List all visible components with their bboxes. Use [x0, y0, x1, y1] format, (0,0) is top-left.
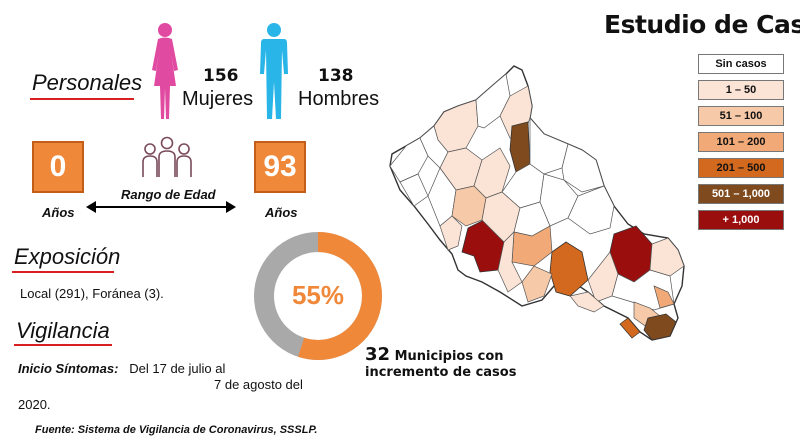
men-count: 138 [318, 66, 354, 86]
source-note: Fuente: Sistema de Vigilancia de Coronav… [35, 424, 318, 436]
sintomas-range-start: Del 17 de julio al [129, 361, 226, 376]
state-municipality-map [389, 65, 685, 341]
vigilancia-underline [14, 344, 112, 346]
donut-percent-label: 55% [291, 280, 345, 310]
map-region [567, 185, 615, 235]
legend-item: 501 – 1,000 [698, 184, 784, 204]
exposicion-heading: Exposición [14, 244, 121, 269]
age-max-unit: Años [265, 205, 298, 220]
women-label: Mujeres [182, 88, 254, 110]
legend-item: 101 – 200 [698, 132, 784, 152]
age-max-box: 93 [254, 141, 306, 193]
map-region [497, 231, 523, 293]
man-figure-icon [260, 23, 288, 119]
legend-item: + 1,000 [698, 210, 784, 230]
double-arrow-icon [86, 201, 236, 213]
map-region [561, 143, 605, 193]
legend-item: 1 – 50 [698, 80, 784, 100]
map-region [439, 215, 463, 251]
exposicion-text: Local (291), Foránea (3). [20, 286, 164, 301]
map-legend: Sin casos 1 – 50 51 – 100 101 – 200 201 – 50… [698, 54, 784, 236]
woman-figure-icon [152, 23, 178, 119]
legend-item: Sin casos [698, 54, 784, 74]
map-region [643, 313, 677, 341]
sintomas-line3: 2020. [18, 397, 51, 412]
age-min-box: 0 [32, 141, 84, 193]
age-min-unit: Años [42, 205, 75, 220]
legend-item: 201 – 500 [698, 158, 784, 178]
donut-arc [254, 232, 382, 360]
vigilancia-heading: Vigilancia [16, 318, 110, 343]
municipios-line1: 32 Municipios con [365, 346, 504, 365]
map-region [521, 265, 553, 303]
personales-heading: Personales [32, 70, 143, 95]
exposicion-underline [12, 271, 114, 273]
sintomas-line1: Inicio Síntomas: Del 17 de julio al [18, 361, 225, 376]
municipios-count: 32 [365, 344, 391, 365]
people-group-icon [142, 136, 192, 177]
municipios-line2: incremento de casos [365, 365, 517, 380]
men-label: Hombres [298, 88, 380, 110]
women-count: 156 [203, 66, 239, 86]
map-region [619, 317, 641, 339]
age-range-label: Rango de Edad [121, 187, 216, 202]
sintomas-line2: 7 de agosto del [214, 377, 303, 392]
percentage-donut [254, 232, 382, 360]
legend-item: 51 – 100 [698, 106, 784, 126]
page-title: Estudio de Caso [604, 10, 800, 39]
municipios-text1: Municipios con [394, 349, 504, 364]
personales-underline [30, 98, 134, 100]
map-region [653, 285, 675, 309]
sintomas-label: Inicio Síntomas: [18, 361, 119, 376]
map-region [569, 291, 605, 313]
